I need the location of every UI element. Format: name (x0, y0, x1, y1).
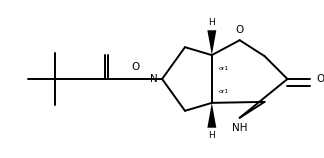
Text: O: O (131, 62, 139, 72)
Text: H: H (208, 18, 215, 27)
Text: NH: NH (232, 123, 248, 133)
Polygon shape (207, 103, 216, 128)
Polygon shape (207, 30, 216, 55)
Text: O: O (236, 25, 244, 35)
Text: O: O (316, 74, 324, 84)
Text: or1: or1 (219, 66, 229, 71)
Text: N: N (150, 74, 158, 84)
Text: H: H (208, 131, 215, 140)
Text: or1: or1 (219, 89, 229, 94)
